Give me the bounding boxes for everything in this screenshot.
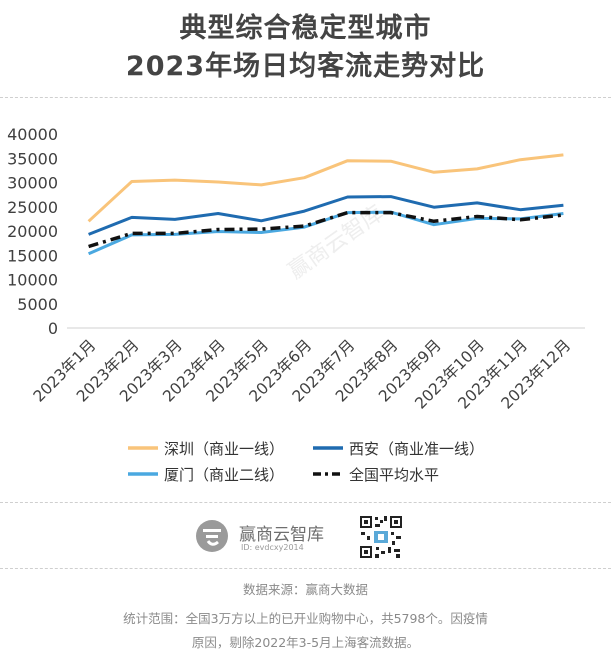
footer-brand: 赢商云智库 <box>239 525 324 545</box>
y-tick-label: 20000 <box>7 222 58 241</box>
series-line <box>87 210 564 256</box>
footer-id: ID: evdcxy2014 <box>241 543 304 552</box>
legend-label: 深圳（商业一线） <box>164 440 284 458</box>
brand-logo-icon <box>196 520 228 552</box>
legend-label: 全国平均水平 <box>349 466 439 484</box>
y-tick-label: 35000 <box>7 149 58 168</box>
footer-divider <box>0 502 611 503</box>
line-chart: 赢商云智库 0500010000150002000025000300003500… <box>7 125 585 484</box>
chart-title-line1: 典型综合稳定型城市 <box>179 13 432 44</box>
title-divider <box>0 97 611 98</box>
legend-label: 厦门（商业二线） <box>164 466 284 484</box>
notes-divider <box>0 568 611 569</box>
y-tick-label: 0 <box>48 319 58 338</box>
legend-label: 西安（商业准一线） <box>349 440 484 458</box>
series-line <box>88 195 564 236</box>
scope-note-line1: 统计范围：全国3万方以上的已开业购物中心，共5798个。因疫情 <box>123 611 488 626</box>
series-line <box>87 153 564 223</box>
data-source-note: 数据来源：赢商大数据 <box>242 582 368 597</box>
y-tick-label: 40000 <box>7 125 58 144</box>
scope-note-line2: 原因，剔除2022年3-5月上海客流数据。 <box>191 635 420 650</box>
y-tick-label: 25000 <box>7 198 58 217</box>
qr-code-icon <box>358 514 404 560</box>
y-tick-label: 10000 <box>7 271 58 290</box>
chart-title-line2: 2023年场日均客流走势对比 <box>125 51 486 82</box>
y-tick-label: 30000 <box>7 174 58 193</box>
y-tick-label: 15000 <box>7 246 58 265</box>
y-tick-label: 5000 <box>17 295 58 314</box>
